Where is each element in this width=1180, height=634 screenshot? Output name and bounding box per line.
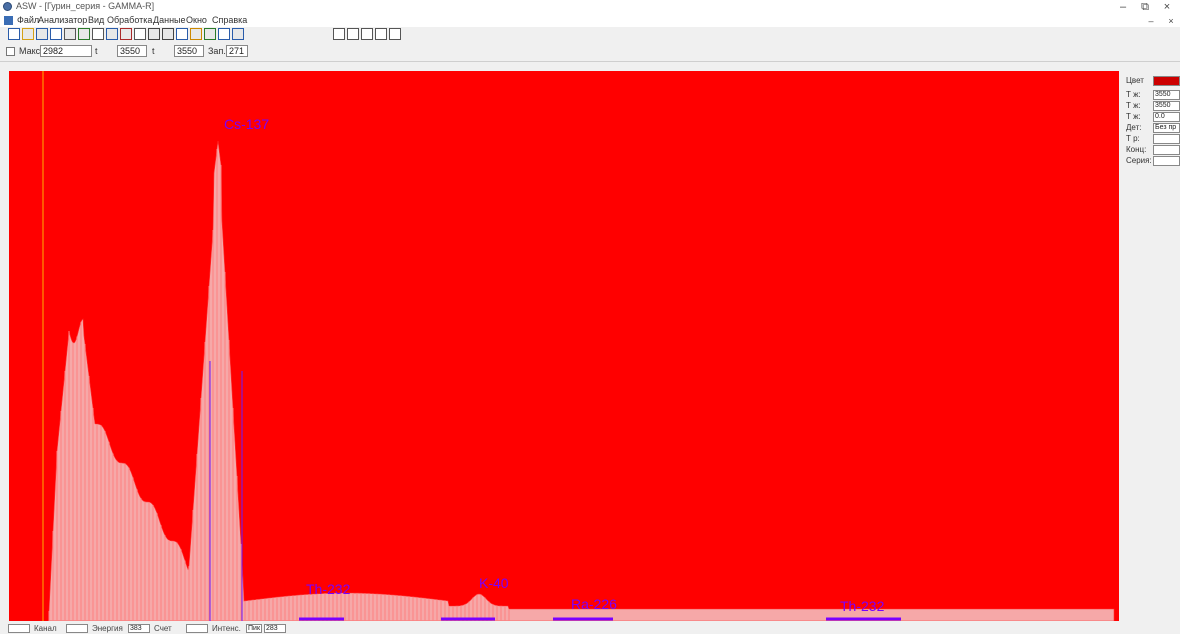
peak-label-cs137: Cs-137 xyxy=(224,116,269,132)
menu-bar: Файл Анализатор Вид Обработка Данные Окн… xyxy=(0,14,1180,27)
zoom-icon[interactable] xyxy=(106,28,118,40)
t2-label: t xyxy=(152,46,155,56)
max-checkbox[interactable] xyxy=(6,47,15,56)
menu-file[interactable]: Файл xyxy=(17,15,40,25)
energy-label: Энергия xyxy=(92,624,123,633)
peak-label-ra226: Ra-226 xyxy=(571,596,617,612)
spectrum-bars xyxy=(48,149,510,621)
close-button[interactable]: × xyxy=(1163,1,1171,13)
peak-field[interactable]: Пик xyxy=(246,624,262,633)
view-5-icon[interactable] xyxy=(389,28,401,40)
undo-icon[interactable] xyxy=(176,28,188,40)
side-row-field[interactable] xyxy=(1153,145,1180,155)
status-bar: Канал Энергия 383 Счет Интенс. Пик 283 xyxy=(0,623,1180,634)
open-icon[interactable] xyxy=(22,28,34,40)
view-1-icon[interactable] xyxy=(333,28,345,40)
mdi-minimize-button[interactable]: – xyxy=(1148,16,1154,26)
info-icon[interactable] xyxy=(218,28,230,40)
grid-icon[interactable] xyxy=(64,28,76,40)
side-row-field[interactable] xyxy=(1153,134,1180,144)
chart-icon[interactable] xyxy=(78,28,90,40)
settings-icon[interactable] xyxy=(190,28,202,40)
count-field[interactable]: 383 xyxy=(128,624,150,633)
menu-analyzer[interactable]: Анализатор xyxy=(38,15,88,25)
menu-window[interactable]: Окно xyxy=(186,15,207,25)
view-3-icon[interactable] xyxy=(361,28,373,40)
view-2-icon[interactable] xyxy=(347,28,359,40)
side-row-label: Конц: xyxy=(1126,145,1147,154)
save-as-icon[interactable] xyxy=(50,28,62,40)
max-label: Макс. xyxy=(19,46,43,56)
energy-field[interactable] xyxy=(66,624,88,633)
menu-help[interactable]: Справка xyxy=(212,15,248,25)
channel-label: Канал xyxy=(34,624,57,633)
print-preview-icon[interactable] xyxy=(162,28,174,40)
spectrum-svg: Cs-137 Th-232 K-40 Ra-226 Th-232 xyxy=(9,71,1119,621)
new-icon[interactable] xyxy=(8,28,20,40)
side-row-label: Т ж: xyxy=(1126,101,1141,110)
document-icon xyxy=(4,16,13,25)
roi-group xyxy=(209,361,901,621)
restore-button[interactable]: ⧉ xyxy=(1141,1,1149,13)
app-icon xyxy=(3,2,12,11)
title-bar: ASW - [Гурин_серия - GAMMA-R] – ⧉ × xyxy=(0,0,1180,14)
side-row-field[interactable]: 3550 xyxy=(1153,101,1180,111)
intensity-field[interactable] xyxy=(186,624,208,633)
view-4-icon[interactable] xyxy=(375,28,387,40)
spectrum-envelope xyxy=(48,140,1115,621)
menu-data[interactable]: Данные xyxy=(153,15,186,25)
window-title: ASW - [Гурин_серия - GAMMA-R] xyxy=(16,1,155,11)
side-row-field[interactable]: 0.0 xyxy=(1153,112,1180,122)
side-row-field[interactable]: 3550 xyxy=(1153,90,1180,100)
help-icon[interactable] xyxy=(232,28,244,40)
mdi-close-button[interactable]: × xyxy=(1168,16,1174,26)
save-icon[interactable] xyxy=(36,28,48,40)
channel-field[interactable] xyxy=(8,624,30,633)
toolbar xyxy=(0,27,1180,42)
image-icon[interactable] xyxy=(120,28,132,40)
side-row-label: Т ж: xyxy=(1126,90,1141,99)
side-row-field[interactable]: Без пр xyxy=(1153,123,1180,133)
menu-processing[interactable]: Обработка xyxy=(107,15,153,25)
side-row-label: Т р: xyxy=(1126,134,1140,143)
peak-label-th232: Th-232 xyxy=(306,581,351,597)
max-field[interactable]: 2982 xyxy=(40,45,92,57)
side-row-label: Серия: xyxy=(1126,156,1152,165)
side-row-field[interactable] xyxy=(1153,156,1180,166)
count-label: Счет xyxy=(154,624,172,633)
intensity-label: Интенс. xyxy=(212,624,241,633)
side-row-label: Дет: xyxy=(1126,123,1142,132)
spectrum-background xyxy=(9,71,1119,621)
live-field[interactable]: 271 xyxy=(226,45,248,57)
t2-field[interactable]: 3550 xyxy=(174,45,204,57)
t1-label: t xyxy=(95,46,98,56)
export-icon[interactable] xyxy=(204,28,216,40)
grid-icon[interactable] xyxy=(92,28,104,40)
peak-value-field[interactable]: 283 xyxy=(264,624,286,633)
peak-label-k40: K-40 xyxy=(479,575,509,591)
window-icon[interactable] xyxy=(134,28,146,40)
print-icon[interactable] xyxy=(148,28,160,40)
color-swatch[interactable] xyxy=(1153,76,1180,86)
parameters-bar: Макс. 2982 t 3550 t 3550 Зап. 271 xyxy=(0,42,1180,62)
minimize-button[interactable]: – xyxy=(1119,1,1127,13)
color-label: Цвет xyxy=(1126,76,1144,85)
menu-view[interactable]: Вид xyxy=(88,15,105,25)
side-panel: Цвет Т ж: 3550 Т ж: 3550 Т ж: 0.0 Дет: Без пр Т … xyxy=(1120,71,1180,621)
t1-field[interactable]: 3550 xyxy=(117,45,147,57)
spectrum-plot[interactable]: Cs-137 Th-232 K-40 Ra-226 Th-232 xyxy=(9,71,1119,621)
peak-label-th232-2: Th-232 xyxy=(840,598,885,614)
live-label: Зап. xyxy=(208,46,226,56)
side-row-label: Т ж: xyxy=(1126,112,1141,121)
